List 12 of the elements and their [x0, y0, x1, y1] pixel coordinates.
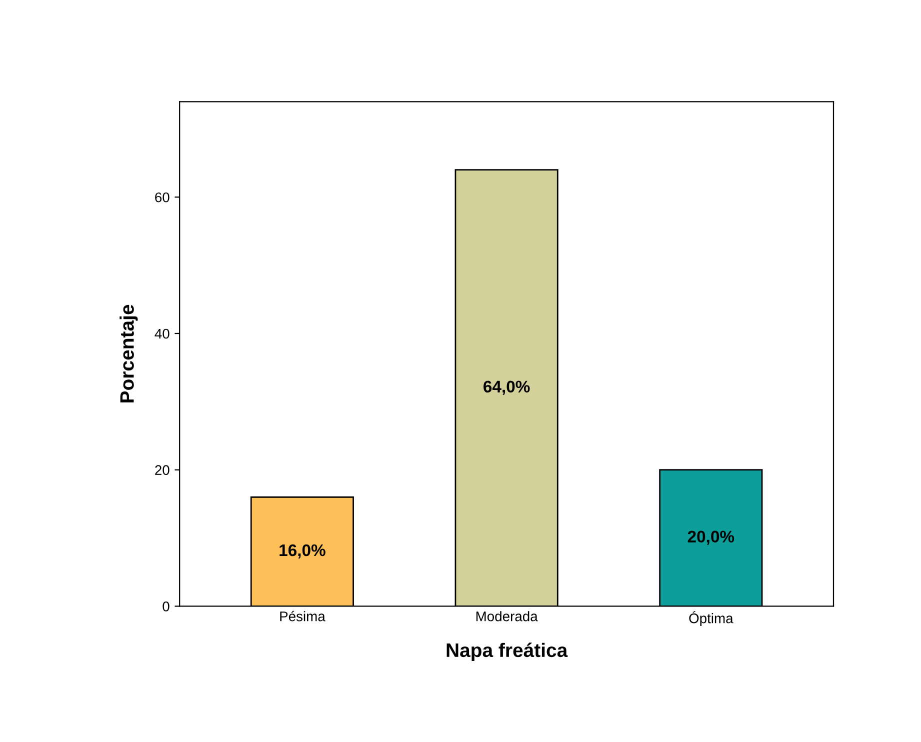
- y-tick-label: 40: [154, 328, 170, 339]
- x-tick-label: Moderada: [476, 611, 538, 622]
- x-axis-title: Napa freática: [446, 642, 568, 661]
- y-tick-label: 20: [155, 465, 170, 476]
- x-tick-label: Pésima: [280, 610, 326, 622]
- y-axis-title: Porcentaje: [120, 304, 138, 402]
- y-tick-label: 0: [162, 602, 170, 612]
- y-tick-label: 60: [155, 192, 170, 202]
- data-label: 16,0%: [280, 544, 326, 559]
- data-label: 64,0%: [484, 380, 530, 395]
- x-tick-label: Óptima: [689, 611, 734, 626]
- data-label: 20,0%: [688, 530, 734, 545]
